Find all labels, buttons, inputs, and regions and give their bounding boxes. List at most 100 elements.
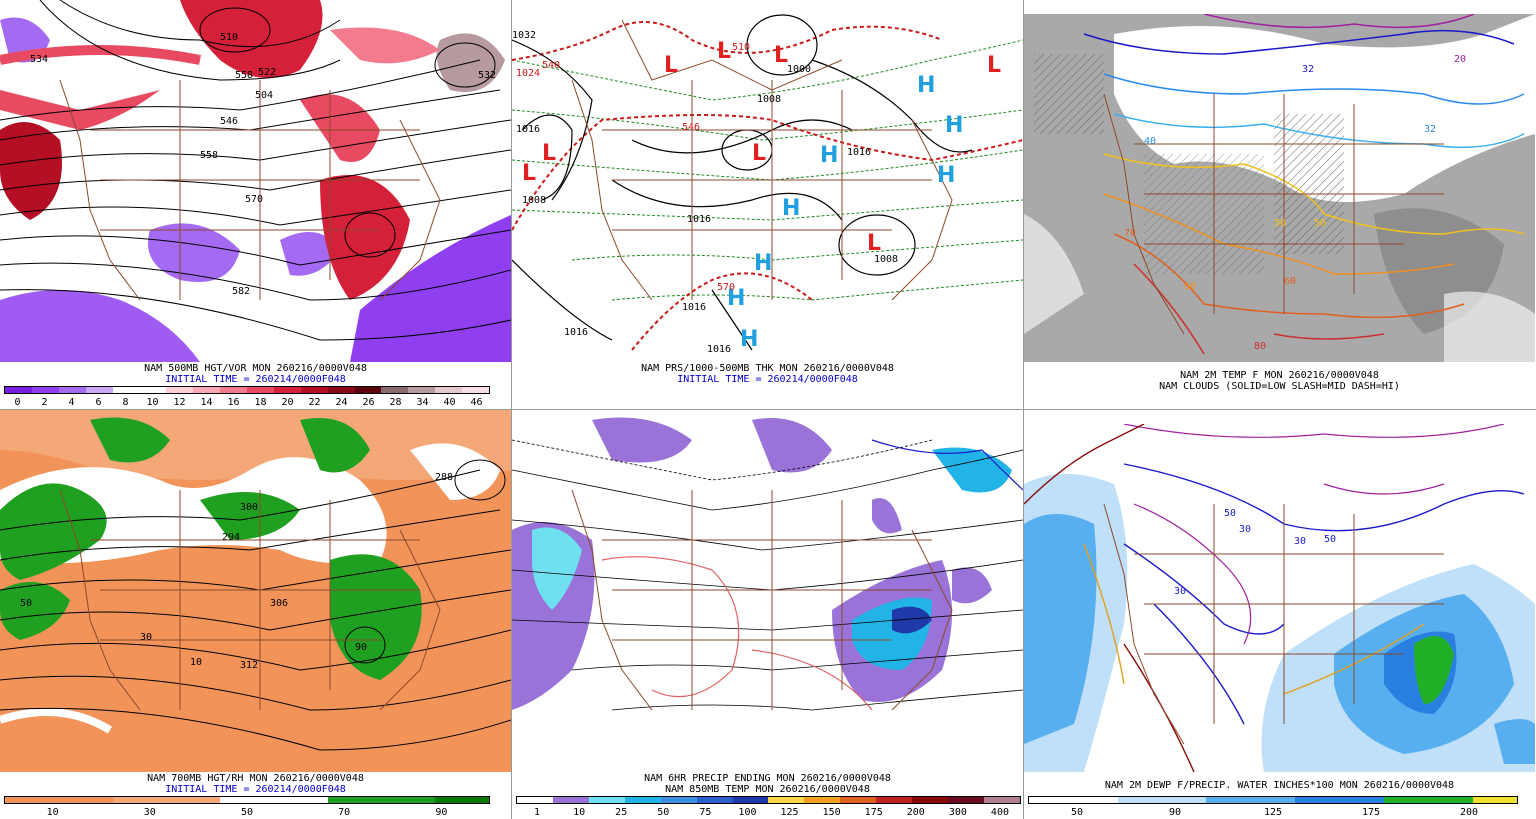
colorbar-swatch [1295,797,1340,803]
low-center: L [522,161,536,186]
colorbar-tick-label: 46 [470,397,483,408]
isotherm-label: 32 [1302,64,1314,75]
isobar-label: 1008 [757,94,781,105]
colorbar-tick-label: 90 [1168,807,1182,818]
colorbar-tick-label: 150 [822,807,841,818]
isobar-label: 1024 [516,68,540,79]
colorbar-swatch [462,387,490,393]
panel-subtitle: INITIAL TIME = 260214/0000F048 [677,374,858,385]
colorbar-tick-label: 26 [362,397,375,408]
precip-field [512,410,1023,772]
colorbar-swatch [624,797,661,803]
low-center: L [717,39,731,64]
colorbar-tick-label: 175 [864,807,883,818]
colorbar-tick-label: 175 [1361,807,1381,818]
low-center: L [664,53,678,78]
colorbar-swatch [435,797,490,803]
isobar-label: 1032 [512,30,536,41]
panel-6hr-precip: NAM 6HR PRECIP ENDING MON 260216/0000V04… [512,410,1023,818]
colorbar-swatch [1472,797,1517,803]
colorbar-swatch [381,387,409,393]
dewpoint-field: 30 50 30 50 30 [1024,424,1535,772]
colorbar-tick-label: 22 [308,397,321,408]
thickness-label: 570 [717,282,735,293]
colorbar-swatch [58,797,113,803]
dewpoint-label: 30 [1239,524,1251,535]
colorbar-swatch [327,797,382,803]
contour-label: 300 [240,502,258,513]
contour-label: 534 [30,54,48,65]
colorbar-swatch [220,387,248,393]
colorbar-swatch [193,387,221,393]
panel-500mb-vorticity: 558 546 558 570 582 534 522 504 510 532 … [0,0,511,408]
colorbar-swatch [1250,797,1296,803]
dewpoint-label: 50 [1224,508,1236,519]
isotherm-label: 50 [1314,218,1326,229]
isobar-label: 1016 [707,344,731,355]
colorbar-swatch [840,797,877,803]
colorbar-tick-label: 300 [948,807,967,818]
colorbar-tick-label: 14 [200,397,213,408]
map-2m-dewpoint: 30 50 30 50 30 [1024,424,1535,772]
colorbar-swatch [273,797,328,803]
colorbar-swatch [1206,797,1251,803]
contour-label: 522 [258,67,276,78]
panel-title: NAM 500MB HGT/VOR MON 260216/0000V048 [144,363,367,374]
dewpoint-label: 30 [1294,536,1306,547]
colorbar-swatch [696,797,733,803]
isotherm-label: 60 [1284,276,1296,287]
map-2m-temp-clouds: 32 40 50 60 70 80 20 32 60 50 [1024,14,1535,362]
colorbar-swatch [166,797,221,803]
thickness-label: 546 [682,122,700,133]
colorbar-tick-label: 75 [699,807,712,818]
colorbar [1028,796,1518,804]
contour-label: 558 [200,150,218,161]
colorbar-swatch [732,797,769,803]
colorbar-tick-label: 90 [435,807,448,818]
colorbar-swatch [517,797,553,803]
rh-label: 10 [190,657,202,668]
isotherm-label: 70 [1124,228,1136,239]
contour-label: 312 [240,660,258,671]
panel-subtitle: NAM CLOUDS (SOLID=LOW SLASH=MID DASH=HI) [1159,381,1400,392]
humidity-field: 306 312 300 294 288 10 30 50 90 [0,410,511,772]
colorbar [4,796,490,804]
contour-label: 306 [270,598,288,609]
contour-label: 558 [235,70,253,81]
colorbar-swatch [588,797,625,803]
colorbar-swatch [247,387,274,393]
isotherm-label: 40 [1144,136,1156,147]
isobar-label: 1016 [687,214,711,225]
contour-label: 510 [220,32,238,43]
colorbar-tick-label: 28 [389,397,402,408]
isobar-label: 1016 [516,124,540,135]
colorbar-swatch [139,387,167,393]
colorbar-swatch [381,797,436,803]
panel-2m-dewpoint: 30 50 30 50 30 NAM 2M DEWP F/PRECIP. WAT… [1024,410,1535,818]
colorbar-tick-label: 10 [573,807,586,818]
colorbar-swatch [804,797,841,803]
colorbar-swatch [273,387,301,393]
colorbar-tick-label: 50 [657,807,670,818]
rh-label: 90 [355,642,367,653]
colorbar-swatch [983,797,1020,803]
colorbar-swatch [768,797,805,803]
low-center: L [752,141,766,166]
colorbar-swatch [300,387,328,393]
colorbar [4,386,490,394]
isobar-label: 1008 [522,195,546,206]
colorbar-swatch [166,387,194,393]
colorbar-swatch [1428,797,1473,803]
isotherm-label: 80 [1254,341,1266,352]
colorbar-tick-label: 400 [990,807,1009,818]
rh-label: 30 [140,632,152,643]
panel-subtitle: INITIAL TIME = 260214/0000F048 [165,784,346,795]
panel-divider [0,409,1536,410]
colorbar-tick-label: 125 [780,807,799,818]
colorbar-swatch [948,797,984,803]
colorbar-tick-label: 1 [534,807,541,818]
isobar-label: 1016 [847,147,871,158]
colorbar-tick-label: 4 [68,397,75,408]
colorbar-swatch [912,797,949,803]
contour-label: 582 [232,286,250,297]
